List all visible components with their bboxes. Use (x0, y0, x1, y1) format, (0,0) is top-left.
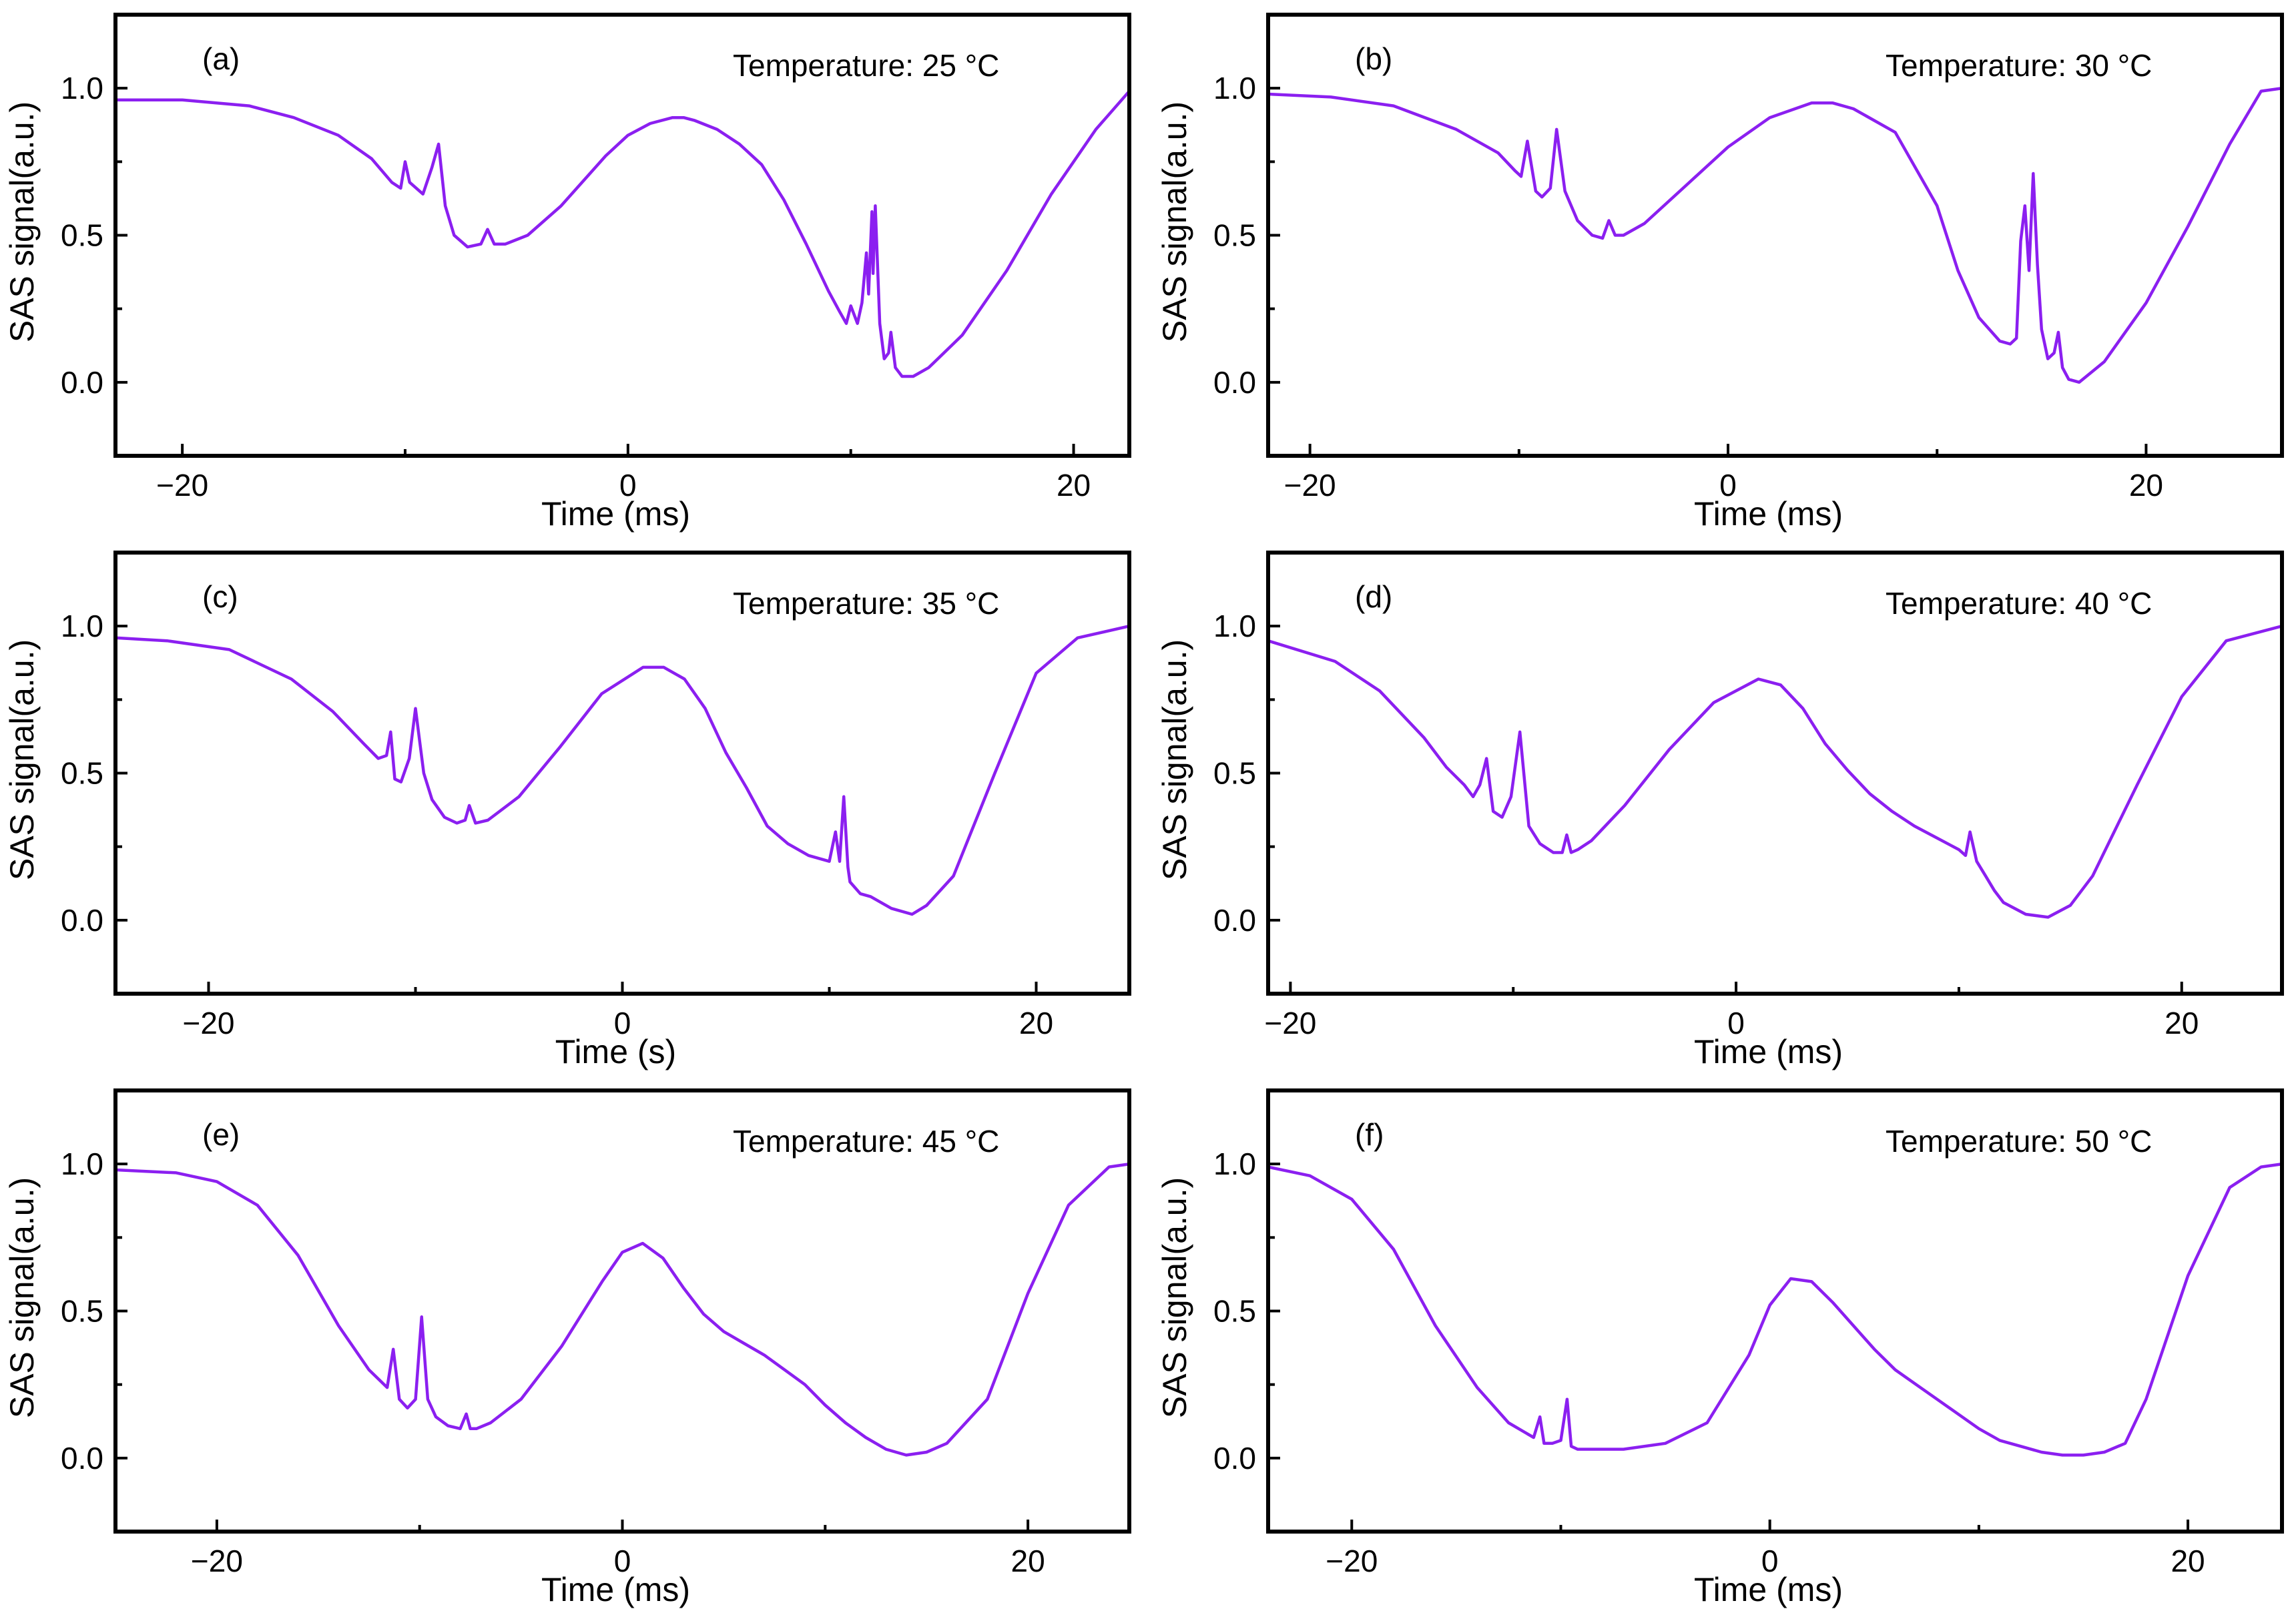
x-tick-label: −20 (1326, 1544, 1378, 1578)
y-tick-label: 0.5 (61, 218, 103, 253)
panel-label: (f) (1355, 1117, 1384, 1152)
chart-panel: −20 0 20 0.0 0.5 1.0 Time (s) SAS signal(a.u.) (… (3, 551, 1131, 1070)
x-tick-label: 0 (614, 1006, 631, 1040)
series-line (115, 90, 1129, 378)
x-axis-label: Time (s) (555, 1033, 676, 1070)
y-tick-label: 1.0 (1213, 71, 1256, 105)
x-tick-label: −20 (1284, 468, 1336, 503)
y-tick-label: 0.0 (61, 903, 103, 938)
series-line (115, 625, 1129, 916)
y-tick-label: 1.0 (1213, 609, 1256, 643)
x-tick-label: 20 (1011, 1544, 1045, 1578)
chart-panel: −20 0 20 0.0 0.5 1.0 Time (ms) SAS signal(a.u.)… (1156, 13, 2284, 533)
x-axis-label: Time (ms) (541, 495, 690, 533)
chart-panel: −20 0 20 0.0 0.5 1.0 Time (ms) SAS signal(a.u.)… (3, 13, 1131, 533)
x-tick-label: 20 (1019, 1006, 1053, 1040)
x-axis-label: Time (ms) (1694, 495, 1843, 533)
y-axis-label: SAS signal(a.u.) (1156, 1177, 1193, 1418)
x-axis-label: Time (ms) (1694, 1571, 1843, 1608)
temperature-annotation: Temperature: 40 °C (1886, 586, 2152, 621)
temperature-annotation: Temperature: 50 °C (1886, 1124, 2152, 1159)
y-tick-label: 1.0 (1213, 1147, 1256, 1181)
y-axis-label: SAS signal(a.u.) (1156, 639, 1193, 880)
y-tick-label: 1.0 (61, 1147, 103, 1181)
chart-panel: −20 0 20 0.0 0.5 1.0 Time (ms) SAS signal(a.u.)… (1156, 1088, 2284, 1608)
x-tick-label: 0 (619, 468, 637, 503)
x-tick-label: 0 (1727, 1006, 1745, 1040)
x-tick-label: −20 (191, 1544, 243, 1578)
y-tick-label: 0.5 (61, 1294, 103, 1329)
y-axis-label: SAS signal(a.u.) (1156, 101, 1193, 342)
y-tick-label: 1.0 (61, 71, 103, 105)
y-axis-label: SAS signal(a.u.) (3, 101, 41, 342)
y-tick-label: 0.0 (61, 1441, 103, 1476)
x-axis-label: Time (ms) (541, 1571, 690, 1608)
temperature-annotation: Temperature: 30 °C (1886, 48, 2152, 83)
x-tick-label: 0 (1719, 468, 1737, 503)
y-tick-label: 0.5 (1213, 1294, 1256, 1329)
series-line (115, 1162, 1129, 1457)
chart-panel: −20 0 20 0.0 0.5 1.0 Time (ms) SAS signal(a.u.)… (3, 1088, 1131, 1608)
temperature-annotation: Temperature: 25 °C (733, 48, 999, 83)
y-tick-label: 0.5 (1213, 756, 1256, 791)
x-tick-label: 0 (1761, 1544, 1779, 1578)
x-axis-label: Time (ms) (1694, 1033, 1843, 1070)
y-tick-label: 0.0 (1213, 1441, 1256, 1476)
y-tick-label: 1.0 (61, 609, 103, 643)
temperature-annotation: Temperature: 45 °C (733, 1124, 999, 1159)
chart-panel: −20 0 20 0.0 0.5 1.0 Time (ms) SAS signal(a.u.)… (1156, 551, 2284, 1070)
y-tick-label: 0.0 (1213, 365, 1256, 400)
x-tick-label: 20 (1057, 468, 1091, 503)
panel-label: (c) (202, 579, 238, 614)
panel-label: (d) (1355, 579, 1392, 614)
panel-label: (a) (202, 41, 240, 76)
x-tick-label: −20 (1264, 1006, 1316, 1040)
y-axis-label: SAS signal(a.u.) (3, 1177, 41, 1418)
series-line (1268, 625, 2282, 919)
y-tick-label: 0.0 (61, 365, 103, 400)
y-tick-label: 0.5 (61, 756, 103, 791)
x-tick-label: −20 (156, 468, 208, 503)
panel-label: (e) (202, 1117, 240, 1152)
x-tick-label: 20 (2129, 468, 2163, 503)
x-tick-label: −20 (182, 1006, 234, 1040)
series-line (1268, 1162, 2282, 1457)
temperature-annotation: Temperature: 35 °C (733, 586, 999, 621)
x-tick-label: 20 (2165, 1006, 2199, 1040)
panel-label: (b) (1355, 41, 1392, 76)
x-tick-label: 20 (2171, 1544, 2205, 1578)
y-tick-label: 0.5 (1213, 218, 1256, 253)
x-tick-label: 0 (614, 1544, 631, 1578)
series-line (1268, 86, 2282, 384)
y-tick-label: 0.0 (1213, 903, 1256, 938)
y-axis-label: SAS signal(a.u.) (3, 639, 41, 880)
